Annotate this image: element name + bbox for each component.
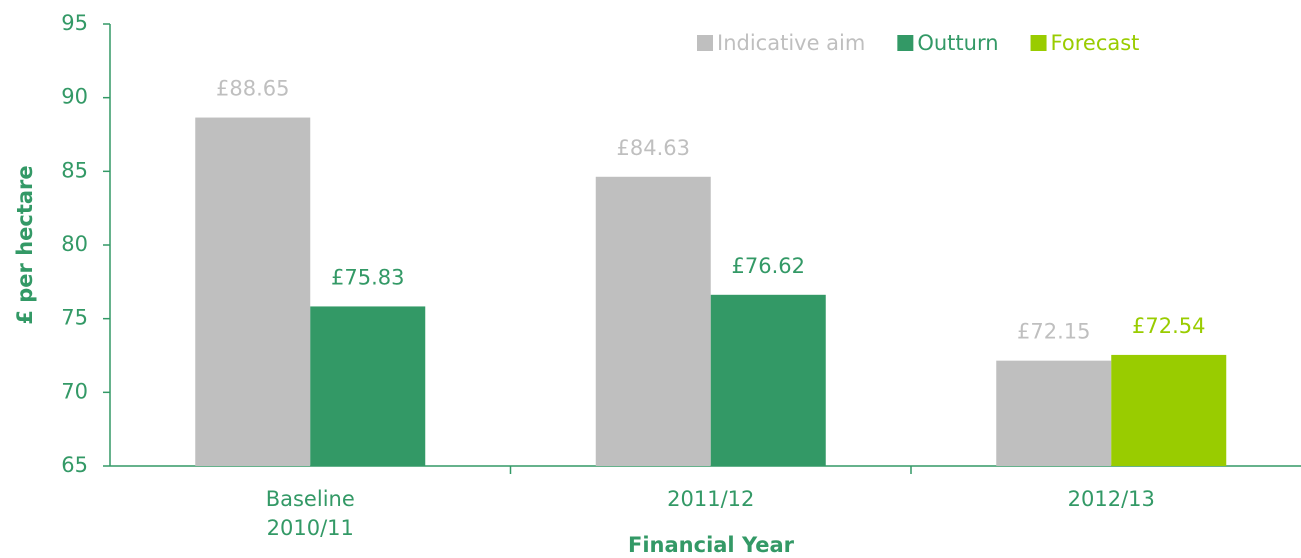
y-tick-label: 70 <box>61 379 88 403</box>
bar <box>1111 354 1227 466</box>
value-label: £84.63 <box>617 136 690 160</box>
y-axis-label: £ per hectare <box>13 165 37 324</box>
x-axis-label: Financial Year <box>628 533 795 557</box>
value-label: £72.54 <box>1132 314 1205 338</box>
bar <box>710 294 826 466</box>
y-tick-label: 80 <box>61 232 88 256</box>
x-tick-label: 2011/12 <box>667 487 754 511</box>
x-tick-label: Baseline 2010/11 <box>266 487 355 540</box>
bar <box>996 360 1112 466</box>
legend-label: Indicative aim <box>717 31 865 55</box>
y-tick-label: 75 <box>61 306 88 330</box>
y-tick-label: 90 <box>61 85 88 109</box>
legend-swatch <box>697 35 713 51</box>
y-tick-label: 85 <box>61 158 88 182</box>
legend-swatch <box>1030 35 1047 51</box>
y-tick-label: 95 <box>61 11 88 35</box>
legend-label: Outturn <box>917 31 998 55</box>
value-label: £75.83 <box>331 265 404 289</box>
x-tick-label: 2012/13 <box>1068 487 1155 511</box>
value-label: £72.15 <box>1017 320 1090 344</box>
bar <box>310 306 426 466</box>
bar <box>195 117 311 466</box>
legend-label: Forecast <box>1051 31 1140 55</box>
y-tick-label: 65 <box>61 453 88 477</box>
value-label: £88.65 <box>216 77 289 101</box>
value-label: £76.62 <box>732 254 805 278</box>
legend-swatch <box>897 35 914 51</box>
bar <box>595 176 711 466</box>
